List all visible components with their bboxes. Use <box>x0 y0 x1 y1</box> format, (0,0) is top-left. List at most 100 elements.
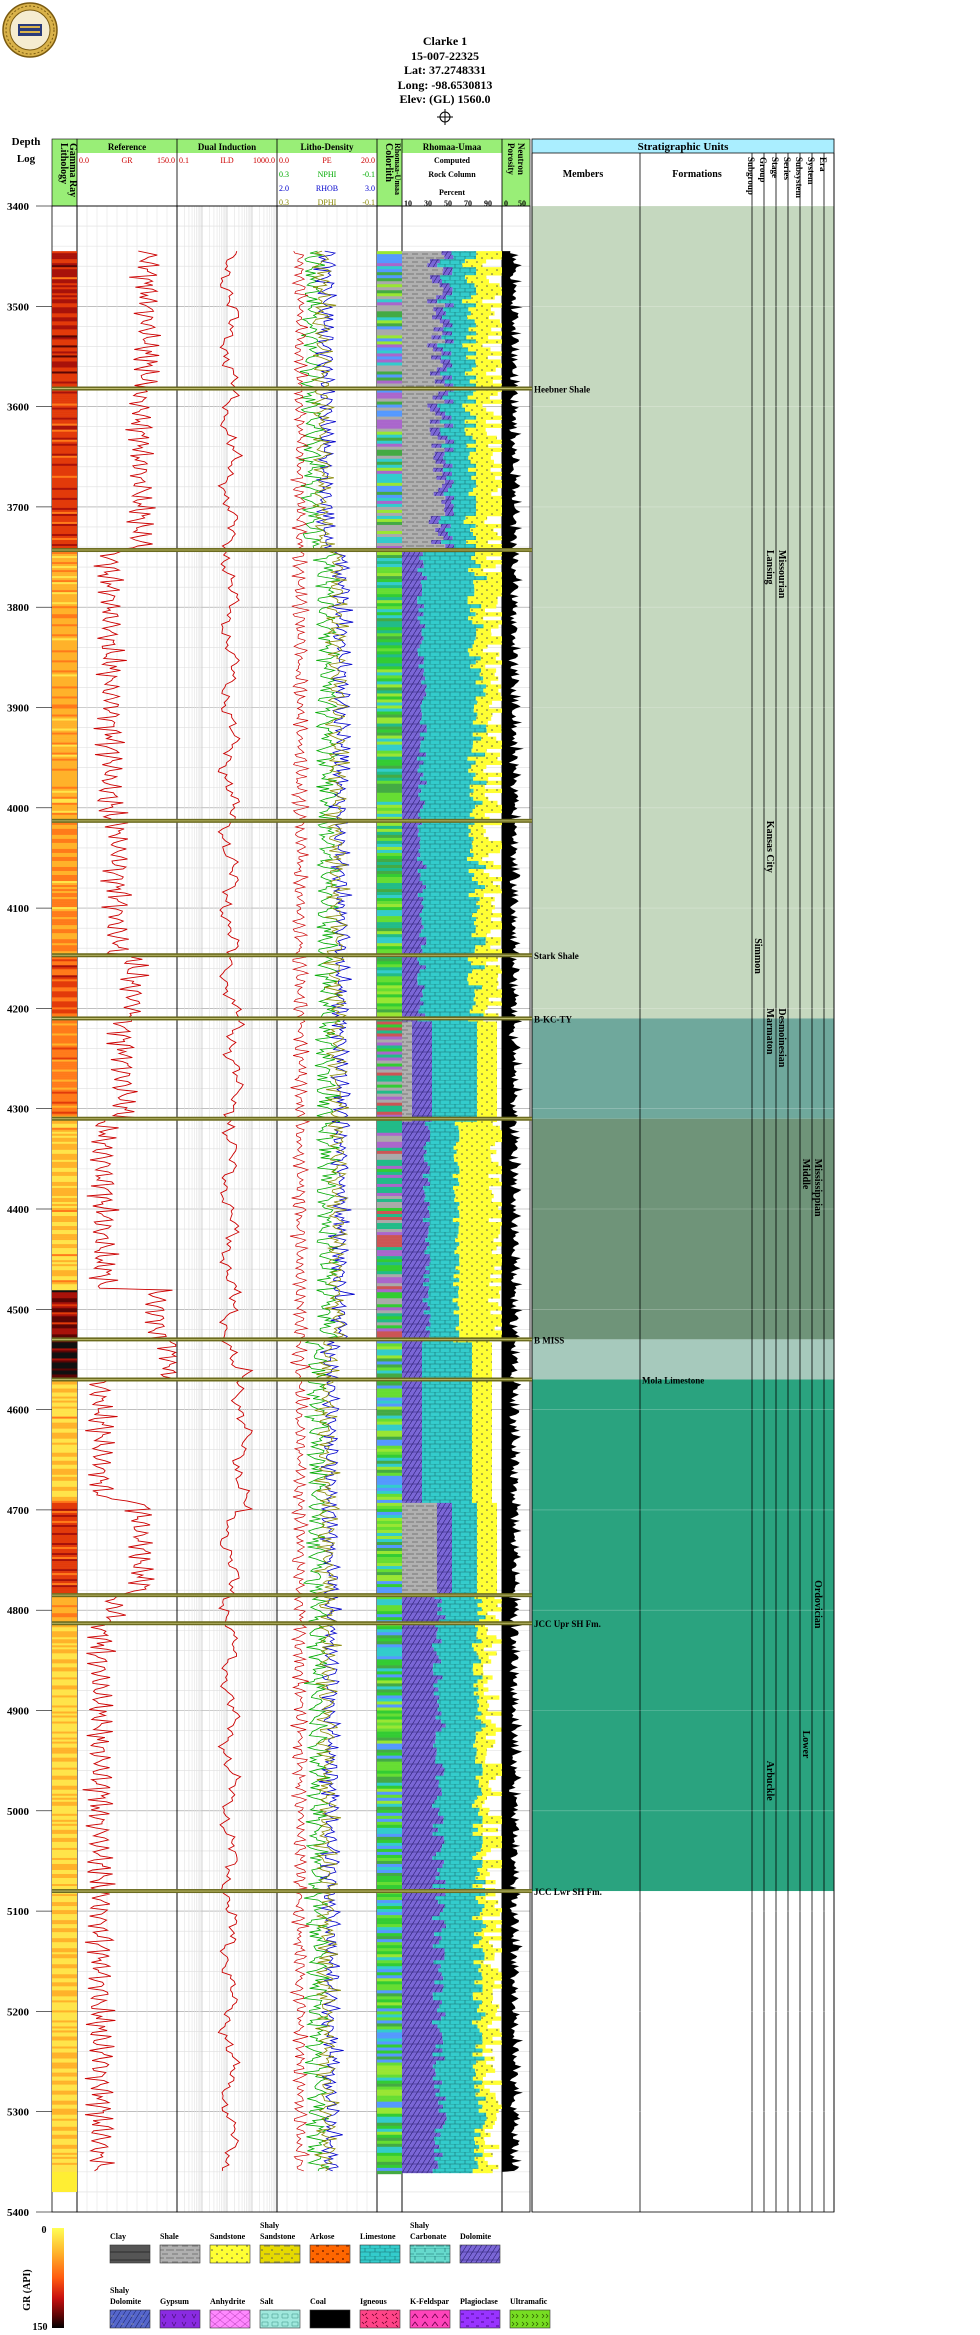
colorlith-band <box>377 988 402 992</box>
rock-column-segment <box>476 901 492 906</box>
rock-column-segment <box>402 475 437 481</box>
lithology-band <box>52 2058 77 2061</box>
rock-column-segment <box>431 443 442 449</box>
lithology-band <box>52 1896 77 1899</box>
lithology-band <box>52 1789 77 1793</box>
colorlith-band <box>377 1343 402 1347</box>
lithology-band <box>52 1025 77 1028</box>
rock-column-segment <box>402 752 427 757</box>
colorlith-band <box>377 2122 402 2127</box>
lithology-band <box>52 1462 77 1466</box>
strat-unit-label: Kansas City <box>764 821 775 873</box>
rock-column-segment <box>402 1278 430 1283</box>
rock-column-segment <box>459 1133 502 1139</box>
lithology-band <box>52 1189 77 1193</box>
log-header: Log <box>17 153 36 165</box>
lithology-band <box>52 1408 77 1411</box>
rock-column-segment <box>478 1687 489 1692</box>
rock-column-segment <box>446 367 472 372</box>
lithology-band <box>52 1952 77 1955</box>
colorlith-band <box>377 1978 402 1982</box>
colorlith-band <box>377 2083 402 2087</box>
rock-column-segment <box>467 596 498 601</box>
colorlith-band <box>377 880 402 884</box>
lithology-band <box>52 2056 77 2059</box>
rock-column-segment <box>467 395 490 400</box>
colorlith-band <box>377 627 402 631</box>
rock-column-segment <box>472 1366 492 1371</box>
rock-column-segment <box>402 728 427 733</box>
lithology-band <box>52 429 77 432</box>
rock-column-segment <box>402 2144 440 2150</box>
lithology-band <box>52 337 77 340</box>
colorlith-band <box>377 1966 402 1970</box>
rock-column-segment <box>475 2092 496 2097</box>
lithology-band <box>52 1404 77 1407</box>
rock-column-segment <box>441 1787 482 1793</box>
lithology-band <box>52 1400 77 1403</box>
rock-column-segment <box>402 2140 436 2146</box>
rock-column-segment <box>437 2024 478 2029</box>
colorlith-band <box>377 1737 402 1741</box>
lithology-band <box>52 535 77 539</box>
rock-column-segment <box>402 556 420 561</box>
lithology-band <box>52 784 77 788</box>
rock-column-segment <box>472 1430 492 1435</box>
rock-column-segment <box>483 688 499 693</box>
rock-column-segment <box>475 503 502 509</box>
rock-column-segment <box>402 1218 423 1223</box>
rhomaa-umaa-header: Rhomaa-Umaa <box>423 142 482 152</box>
rock-column-segment <box>482 1771 502 1776</box>
rock-column-segment <box>473 1743 494 1748</box>
lithology-band <box>52 523 77 527</box>
lithology-band <box>52 301 77 304</box>
lithology-band <box>52 1779 77 1783</box>
lithology-band <box>52 1494 77 1498</box>
rock-column-segment <box>402 491 434 497</box>
lithology-band <box>52 1765 77 1768</box>
colorlith-band <box>377 1307 402 1311</box>
rock-column-segment <box>435 2072 476 2077</box>
lithology-band <box>52 1502 77 1506</box>
lithology-band <box>52 800 77 804</box>
rock-column-segment <box>402 608 419 613</box>
lithology-band <box>52 371 77 374</box>
lithology-band <box>52 1121 77 1125</box>
rock-column-segment <box>477 1073 497 1078</box>
colorlith-band <box>377 1433 402 1437</box>
colorlith-band <box>377 774 402 779</box>
lithology-band <box>52 1857 77 1861</box>
lithology-band <box>52 393 77 396</box>
lithology-band <box>52 1051 77 1054</box>
lithology-band <box>52 766 77 769</box>
colorlith-band <box>377 1367 402 1371</box>
colorlith-band <box>377 1560 402 1564</box>
lithology-band <box>52 1504 77 1508</box>
colorlith-band <box>377 1909 402 1913</box>
rock-column-segment <box>479 1871 490 1877</box>
lithology-band <box>52 1468 77 1472</box>
ild-scale-min: 0.1 <box>179 156 189 165</box>
rock-column-segment <box>402 359 441 364</box>
rock-column-segment <box>485 937 501 942</box>
lithology-band <box>52 1197 77 1201</box>
lithology-band <box>52 1065 77 1068</box>
colorlith-band <box>377 696 402 700</box>
lithology-band <box>52 1729 77 1732</box>
rock-column-segment <box>482 2036 493 2041</box>
strat-units-header: Stratigraphic Units <box>638 141 729 153</box>
rock-column-segment <box>452 1502 477 1508</box>
rock-column-segment <box>402 1779 439 1785</box>
lithology-band <box>52 776 77 780</box>
colorlith-band <box>377 1427 402 1431</box>
lithology-band <box>52 1085 77 1088</box>
rock-column-segment <box>402 2164 439 2170</box>
rock-column-segment <box>481 736 497 741</box>
lithology-band <box>52 2112 77 2116</box>
lithology-band <box>52 1131 77 1135</box>
rock-column-segment <box>459 1322 502 1327</box>
rock-column-segment <box>402 1462 422 1468</box>
rock-column-segment <box>437 1530 452 1536</box>
lithology-band <box>52 1242 77 1245</box>
lithology-band <box>52 734 77 737</box>
